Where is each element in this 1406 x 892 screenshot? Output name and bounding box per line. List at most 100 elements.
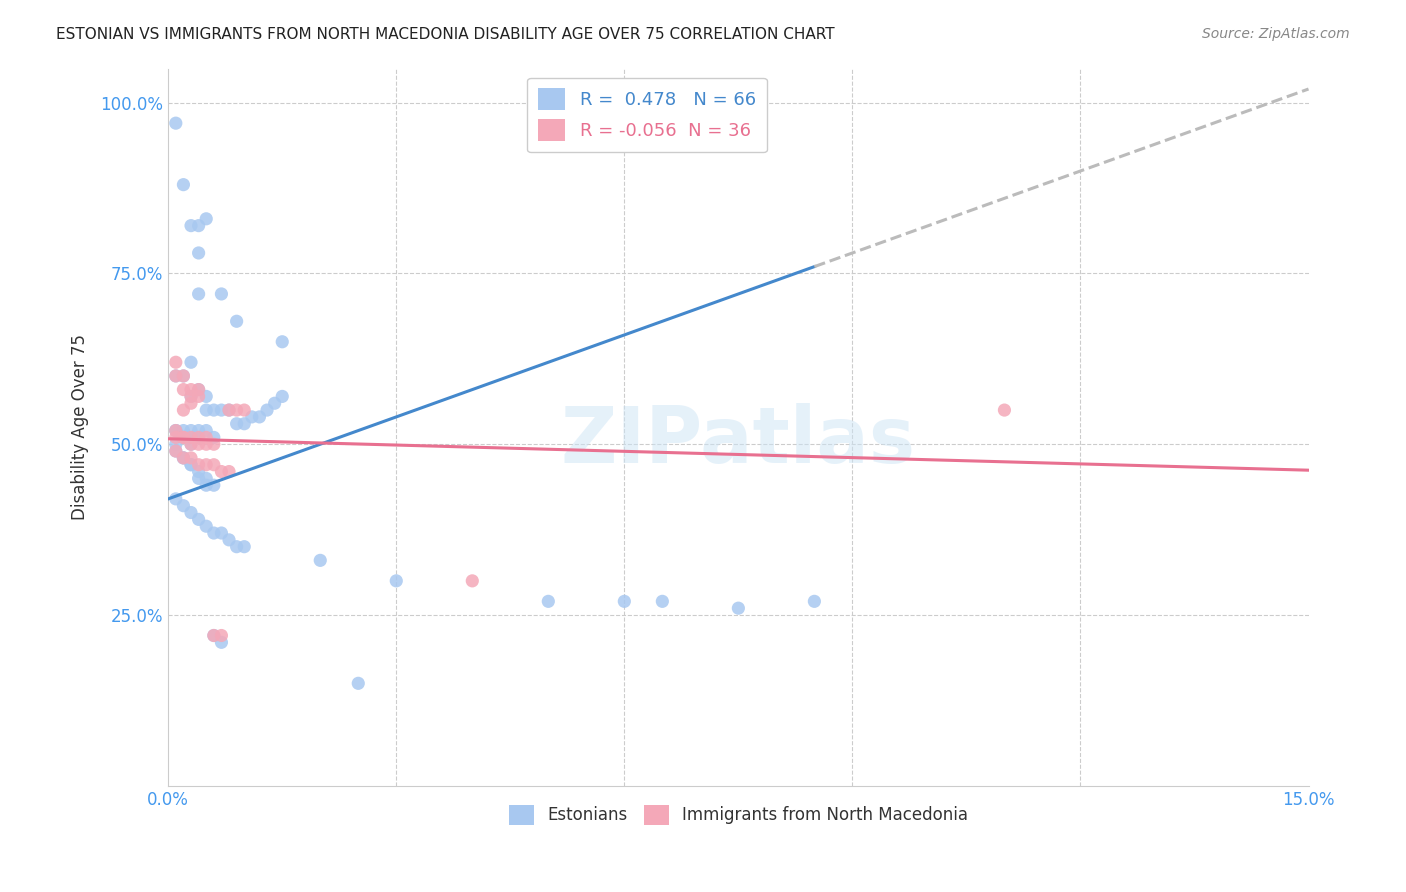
Point	[180, 450, 202, 465]
Point	[195, 437, 218, 451]
Point	[187, 424, 209, 438]
Point	[187, 512, 209, 526]
Point	[249, 409, 271, 424]
Point	[202, 437, 225, 451]
Point	[263, 396, 285, 410]
Point	[187, 430, 209, 444]
Point	[180, 437, 202, 451]
Point	[651, 594, 673, 608]
Point	[225, 417, 247, 431]
Point	[165, 116, 187, 130]
Point	[195, 389, 218, 403]
Point	[165, 437, 187, 451]
Point	[165, 424, 187, 438]
Point	[309, 553, 332, 567]
Point	[240, 409, 263, 424]
Point	[187, 383, 209, 397]
Point	[187, 246, 209, 260]
Point	[180, 219, 202, 233]
Point	[172, 430, 194, 444]
Point	[165, 424, 187, 438]
Point	[385, 574, 408, 588]
Point	[180, 458, 202, 472]
Point	[180, 383, 202, 397]
Point	[218, 403, 240, 417]
Point	[187, 287, 209, 301]
Y-axis label: Disability Age Over 75: Disability Age Over 75	[72, 334, 89, 520]
Point	[165, 444, 187, 458]
Point	[202, 478, 225, 492]
Point	[271, 389, 294, 403]
Point	[180, 355, 202, 369]
Point	[165, 444, 187, 458]
Point	[180, 430, 202, 444]
Point	[209, 465, 232, 479]
Point	[202, 628, 225, 642]
Point	[180, 389, 202, 403]
Point	[172, 450, 194, 465]
Point	[537, 594, 560, 608]
Point	[172, 430, 194, 444]
Point	[172, 383, 194, 397]
Point	[172, 430, 194, 444]
Point	[195, 519, 218, 533]
Point	[187, 471, 209, 485]
Point	[180, 506, 202, 520]
Point	[347, 676, 370, 690]
Text: Source: ZipAtlas.com: Source: ZipAtlas.com	[1202, 27, 1350, 41]
Point	[180, 389, 202, 403]
Legend: Estonians, Immigrants from North Macedonia: Estonians, Immigrants from North Macedon…	[499, 795, 979, 835]
Point	[218, 465, 240, 479]
Point	[187, 219, 209, 233]
Point	[165, 491, 187, 506]
Point	[180, 430, 202, 444]
Point	[195, 430, 218, 444]
Point	[187, 458, 209, 472]
Point	[218, 403, 240, 417]
Text: ZIPatlas: ZIPatlas	[561, 403, 915, 480]
Point	[195, 424, 218, 438]
Point	[187, 437, 209, 451]
Point	[202, 403, 225, 417]
Point	[613, 594, 636, 608]
Point	[172, 368, 194, 383]
Point	[202, 430, 225, 444]
Point	[165, 355, 187, 369]
Point	[233, 403, 256, 417]
Point	[195, 471, 218, 485]
Point	[993, 403, 1015, 417]
Point	[209, 403, 232, 417]
Point	[165, 424, 187, 438]
Point	[195, 403, 218, 417]
Point	[172, 178, 194, 192]
Point	[195, 458, 218, 472]
Point	[172, 450, 194, 465]
Point	[202, 628, 225, 642]
Point	[233, 417, 256, 431]
Point	[172, 368, 194, 383]
Point	[187, 465, 209, 479]
Point	[165, 430, 187, 444]
Point	[195, 478, 218, 492]
Text: ESTONIAN VS IMMIGRANTS FROM NORTH MACEDONIA DISABILITY AGE OVER 75 CORRELATION C: ESTONIAN VS IMMIGRANTS FROM NORTH MACEDO…	[56, 27, 835, 42]
Point	[209, 635, 232, 649]
Point	[165, 368, 187, 383]
Point	[172, 499, 194, 513]
Point	[727, 601, 749, 615]
Point	[233, 540, 256, 554]
Point	[209, 287, 232, 301]
Point	[187, 430, 209, 444]
Point	[180, 396, 202, 410]
Point	[180, 437, 202, 451]
Point	[187, 383, 209, 397]
Point	[180, 424, 202, 438]
Point	[172, 424, 194, 438]
Point	[202, 526, 225, 541]
Point	[187, 389, 209, 403]
Point	[180, 458, 202, 472]
Point	[803, 594, 825, 608]
Point	[461, 574, 484, 588]
Point	[172, 403, 194, 417]
Point	[225, 314, 247, 328]
Point	[209, 628, 232, 642]
